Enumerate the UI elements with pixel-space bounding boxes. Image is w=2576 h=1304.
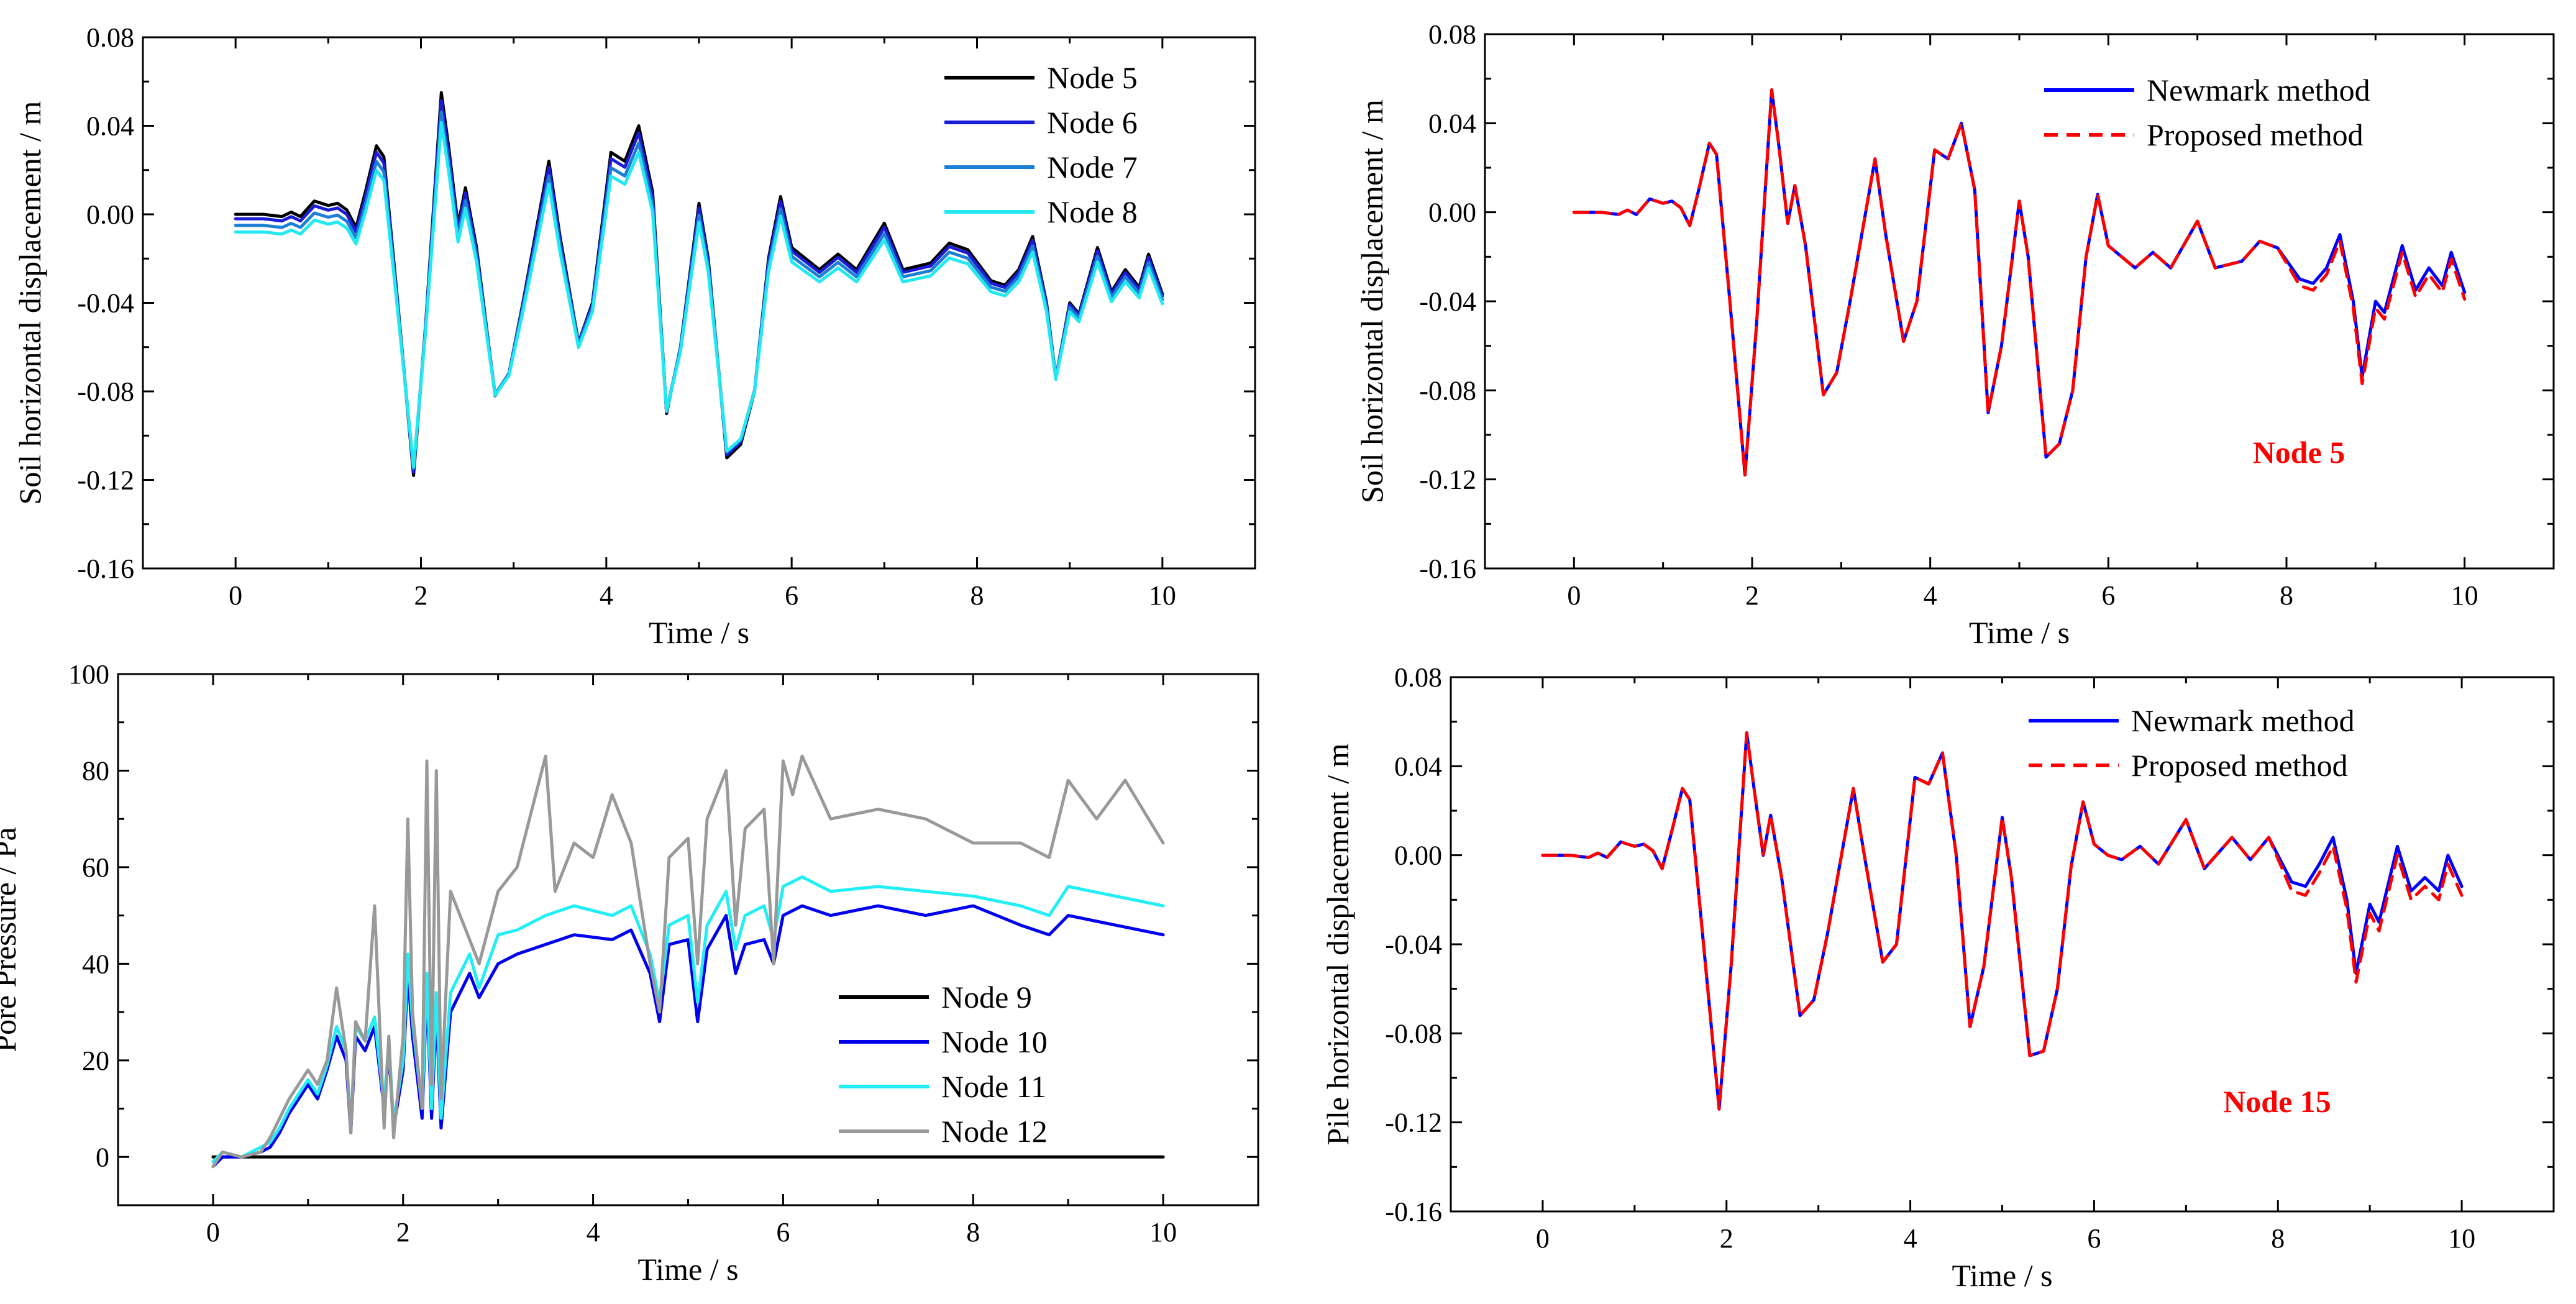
y-axis-title: Soil horizontal displacement / m (1354, 99, 1389, 503)
x-tick-label: 4 (1904, 1223, 1917, 1254)
y-tick-label: -0.12 (1385, 1108, 1442, 1138)
legend-label: Newmark method (2131, 703, 2355, 738)
y-axis-title: Soil horizontal displacement / m (12, 101, 47, 504)
y-tick-label: -0.12 (1419, 465, 1476, 495)
y-tick-label: -0.08 (1419, 375, 1476, 406)
legend-label: Node 6 (1047, 105, 1138, 140)
y-tick-label: -0.12 (77, 465, 134, 496)
x-tick-label: 6 (2087, 1223, 2101, 1254)
legend-label: Node 11 (941, 1069, 1046, 1104)
x-tick-label: 8 (966, 1217, 980, 1247)
x-axis-title: Time / s (649, 615, 749, 650)
node-annotation: Node 5 (2253, 435, 2345, 470)
legend-label: Proposed method (2147, 117, 2364, 152)
x-tick-label: 8 (2271, 1223, 2285, 1254)
y-tick-label: 100 (68, 659, 109, 690)
y-tick-label: 0.04 (86, 111, 134, 142)
y-axis-title: Pore Pressure / Pa (0, 827, 22, 1052)
y-tick-label: 80 (82, 755, 109, 786)
legend-label: Node 5 (1047, 60, 1138, 95)
y-tick-label: 40 (82, 949, 109, 979)
y-tick-label: -0.08 (1385, 1018, 1442, 1049)
panel-pile-displacement-methods: 0 2 4 6 8 10 -0.16 -0.12 -0.08 -0.04 0.00 0.04 0.08 T… (1320, 662, 2555, 1293)
y-tick-label: 0.00 (86, 199, 134, 230)
y-tick-label: -0.16 (1385, 1197, 1442, 1227)
y-tick-label: 0.08 (1428, 19, 1476, 50)
series-line-proposed-method (1572, 88, 2467, 476)
y-tick-label: 20 (82, 1046, 109, 1076)
y-tick-label: -0.08 (77, 376, 134, 407)
series-line-node-10 (211, 904, 1165, 1169)
panel-soil-displacement-nodes: 0 2 4 6 8 10 -0.16 -0.12 -0.08 -0.04 0.00 0.04 0.08 T… (12, 22, 1256, 650)
legend-label: Node 9 (941, 980, 1032, 1014)
series-line-node-8 (234, 121, 1164, 469)
y-tick-label: -0.04 (1385, 929, 1442, 960)
x-tick-label: 2 (414, 580, 428, 611)
x-tick-label: 0 (206, 1217, 220, 1247)
axis-frame (1450, 676, 2555, 1213)
x-axis-title: Time / s (637, 1252, 738, 1287)
x-tick-label: 8 (971, 580, 984, 611)
y-tick-label: 0.08 (1394, 662, 1442, 693)
y-tick-label: -0.16 (1419, 554, 1476, 584)
x-tick-label: 0 (1536, 1223, 1550, 1254)
node-annotation: Node 15 (2223, 1084, 2331, 1119)
y-tick-label: 0.04 (1428, 108, 1476, 139)
x-tick-label: 10 (1149, 1217, 1177, 1247)
y-axis-title: Pile horizontal displacement / m (1320, 743, 1355, 1145)
x-tick-label: 0 (1567, 580, 1581, 611)
x-tick-label: 6 (2101, 580, 2115, 611)
axis-frame (1484, 33, 2555, 570)
x-tick-label: 2 (1720, 1223, 1733, 1254)
series-line-node-6 (234, 99, 1164, 474)
legend-label: Node 10 (941, 1024, 1048, 1059)
series-line-newmark-method (1541, 731, 2464, 1111)
x-tick-label: 4 (600, 580, 613, 611)
x-tick-label: 0 (229, 580, 242, 611)
panel-soil-displacement-methods: 0 2 4 6 8 10 -0.16 -0.12 -0.08 -0.04 0.00 0.04 0.08 T… (1354, 19, 2555, 650)
legend-label: Proposed method (2131, 748, 2348, 783)
x-tick-label: 8 (2280, 580, 2293, 611)
x-axis-title: Time / s (1969, 615, 2070, 650)
y-tick-label: 0.00 (1394, 841, 1442, 871)
x-tick-label: 10 (1149, 580, 1176, 611)
y-tick-label: 60 (82, 852, 109, 883)
x-tick-label: 2 (396, 1217, 410, 1247)
y-tick-label: -0.04 (1419, 286, 1476, 317)
y-tick-label: 0 (96, 1142, 109, 1172)
y-tick-label: 0.04 (1394, 751, 1442, 782)
x-tick-label: 4 (1924, 580, 1937, 611)
y-tick-label: -0.04 (77, 288, 134, 319)
x-tick-label: 2 (1745, 580, 1759, 611)
legend-label: Node 7 (1047, 150, 1138, 185)
x-tick-label: 4 (587, 1217, 600, 1247)
series-line-node-11 (211, 875, 1165, 1164)
series-line-node-12 (211, 754, 1165, 1169)
x-tick-label: 10 (2451, 580, 2478, 611)
y-tick-label: -0.16 (77, 554, 134, 584)
series-line-proposed-method (1541, 731, 2464, 1111)
y-tick-label: 0.08 (86, 22, 134, 53)
x-tick-label: 6 (785, 580, 798, 611)
series-line-node-5 (234, 91, 1164, 477)
x-tick-label: 10 (2448, 1223, 2475, 1254)
x-tick-label: 6 (776, 1217, 790, 1247)
legend-label: Node 8 (1047, 194, 1138, 229)
legend-label: Node 12 (941, 1114, 1048, 1149)
y-tick-label: 0.00 (1428, 198, 1476, 228)
x-axis-title: Time / s (1952, 1258, 2052, 1293)
legend-label: Newmark method (2147, 73, 2370, 107)
